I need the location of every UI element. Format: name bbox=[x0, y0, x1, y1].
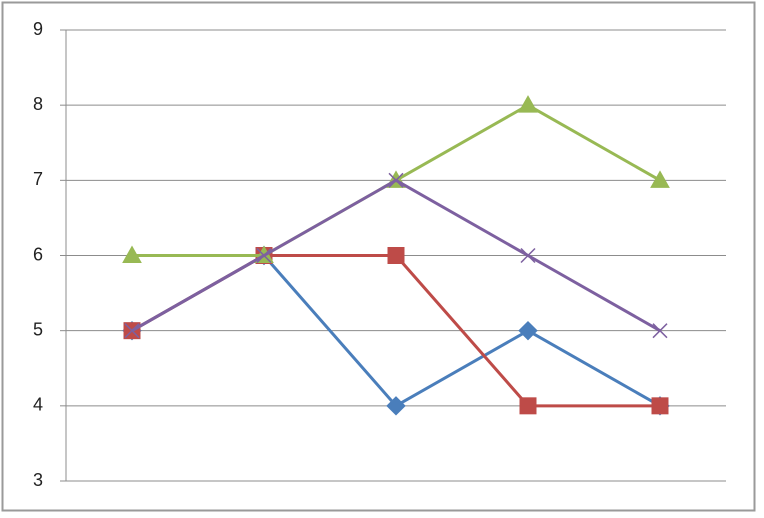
marker bbox=[388, 172, 404, 188]
marker bbox=[256, 247, 272, 264]
y-tick-label: 8 bbox=[33, 94, 43, 114]
marker bbox=[519, 397, 537, 415]
marker bbox=[122, 245, 142, 263]
marker bbox=[650, 170, 670, 188]
y-tick-label: 9 bbox=[33, 19, 43, 39]
marker bbox=[652, 323, 668, 339]
y-tick-label: 7 bbox=[33, 169, 43, 189]
y-tick-label: 5 bbox=[33, 319, 43, 339]
y-tick-label: 3 bbox=[33, 470, 43, 490]
marker bbox=[518, 95, 538, 113]
y-tick-label: 4 bbox=[33, 395, 43, 415]
marker bbox=[651, 397, 669, 415]
marker bbox=[518, 320, 538, 341]
marker bbox=[124, 323, 140, 339]
marker bbox=[387, 247, 405, 264]
y-tick-label: 6 bbox=[33, 244, 43, 264]
marker bbox=[386, 396, 406, 416]
marker bbox=[520, 247, 536, 264]
